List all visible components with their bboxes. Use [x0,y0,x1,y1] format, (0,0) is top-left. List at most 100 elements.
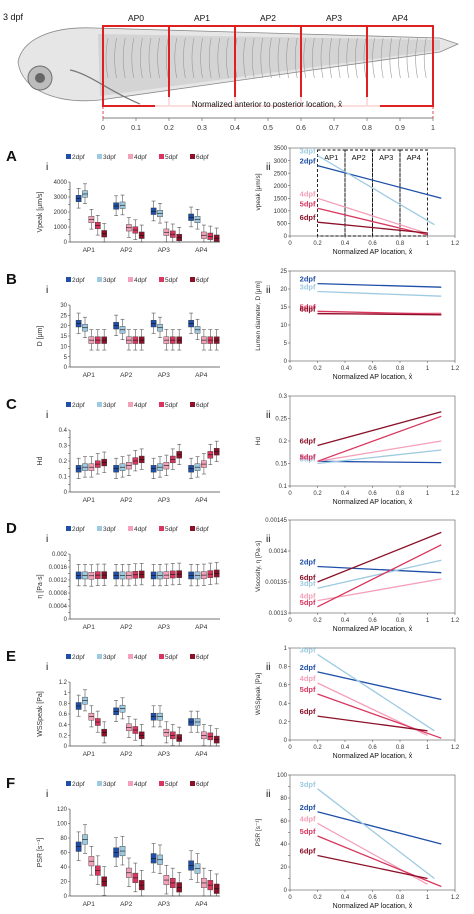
series-line [317,544,442,608]
line-x-tick-label: 1.2 [451,618,460,624]
ap-region-box [366,25,434,107]
line-x-tick-label: 1 [426,491,430,497]
legend-label: 3dpf [103,526,116,533]
somite-line [337,37,341,79]
legend-label: 4dpf [134,526,147,533]
somite-line [277,37,281,79]
line-x-tick-label: 1.2 [451,895,460,901]
box-category-label: AP2 [120,247,133,254]
line-x-tick-label: 0.6 [368,745,377,751]
header-tick-label: 0.8 [362,125,372,132]
series-line [317,693,442,739]
box-category-label: AP3 [158,372,171,379]
series-line [317,788,435,880]
header-tick-label: 0 [101,125,105,132]
box-y-tick-label: 120 [57,807,68,813]
box-y-tick-label: 0.002 [52,552,68,558]
box-y-tick-label: 0.4 [59,428,68,434]
line-y-tick-label: 0.8 [279,665,288,671]
region-dashed-box [317,149,346,237]
line-y-tick-label: 0 [284,738,288,744]
box-y-tick-label: 100 [57,822,68,828]
fish-pupil [35,73,45,83]
legend-swatch [128,781,133,786]
line-x-tick-label: 0.6 [368,241,377,247]
legend-label: 4dpf [134,654,147,661]
subpanel-label-ii: ii [266,789,270,800]
header-tick-label: 0.7 [329,125,339,132]
somite-line [148,37,152,79]
somite-line [174,37,178,79]
line-x-tick-label: 0.8 [396,895,405,901]
somite-line [208,37,212,79]
series-label: 4dpf [300,674,316,683]
somite-line [320,37,324,79]
line-y-tick-label: 15 [280,305,287,311]
box-category-label: AP1 [83,901,96,908]
legend-label: 5dpf [165,402,178,409]
line-x-axis-label: Normalized AP location, x̂ [333,499,413,506]
series-label: 2dpf [300,157,316,166]
series-line [317,715,428,732]
box-y-tick-label: 0.0012 [49,578,68,584]
legend-label: 6dpf [196,526,209,533]
legend-label: 3dpf [103,402,116,409]
box-category-label: AP4 [195,497,208,504]
legend-label: 3dpf [103,781,116,788]
box-y-tick-label: 40 [60,865,67,871]
line-y-tick-label: 80 [280,796,287,802]
line-y-axis-label: WSSpeak [Pa] [255,673,262,715]
panel-letter: D [6,520,17,537]
legend-label: 5dpf [165,781,178,788]
legend-label: 5dpf [165,654,178,661]
somite-line [423,37,427,79]
legend-label: 2dpf [72,781,85,788]
series-label: 6dpf [300,707,316,716]
somite-line [398,37,401,79]
header-tick-label: 0.5 [263,125,273,132]
header-tick-label: 0.4 [230,125,240,132]
series-label: 2dpf [300,803,316,812]
series-line [317,411,442,447]
line-x-tick-label: 0.2 [313,618,322,624]
somite-line [114,37,117,79]
line-y-axis-label: Hd [255,436,262,445]
box-y-tick-label: 30 [60,303,67,309]
somite-line [260,37,264,79]
box-y-tick-label: 0.6 [59,712,68,718]
somite-line [183,37,186,79]
box-y-tick-label: 0.0004 [49,604,68,610]
legend-swatch [128,277,133,282]
legend-swatch [97,402,102,407]
box-category-label: AP3 [158,751,171,758]
box-y-tick-label: 0.0008 [49,591,68,597]
legend-swatch [128,154,133,159]
series-label: 6dpf [300,304,316,313]
box-category-label: AP1 [83,372,96,379]
legend-swatch [97,526,102,531]
series-line [317,312,442,316]
line-y-tick-label: 40 [280,842,287,848]
box-y-tick-label: 0.2 [59,734,68,740]
line-y-tick-label: 1 [284,646,288,652]
line-y-tick-label: 500 [277,222,288,228]
legend-swatch [159,402,164,407]
series-label: 3dpf [300,147,316,156]
box-y-tick-label: 0 [64,240,68,246]
box-category-label: AP1 [83,751,96,758]
legend-swatch [190,781,195,786]
box-y-tick-label: 25 [60,314,67,320]
line-y-tick-label: 0.4 [279,701,288,707]
series-label: 4dpf [300,305,316,314]
series-label: 3dpf [300,283,316,292]
series-line [317,565,442,574]
series-line [317,835,442,888]
box-category-label: AP4 [195,247,208,254]
legend-swatch [97,154,102,159]
region-dashed-box [399,149,428,237]
line-x-tick-label: 0 [288,745,292,751]
somite-line [286,37,289,79]
